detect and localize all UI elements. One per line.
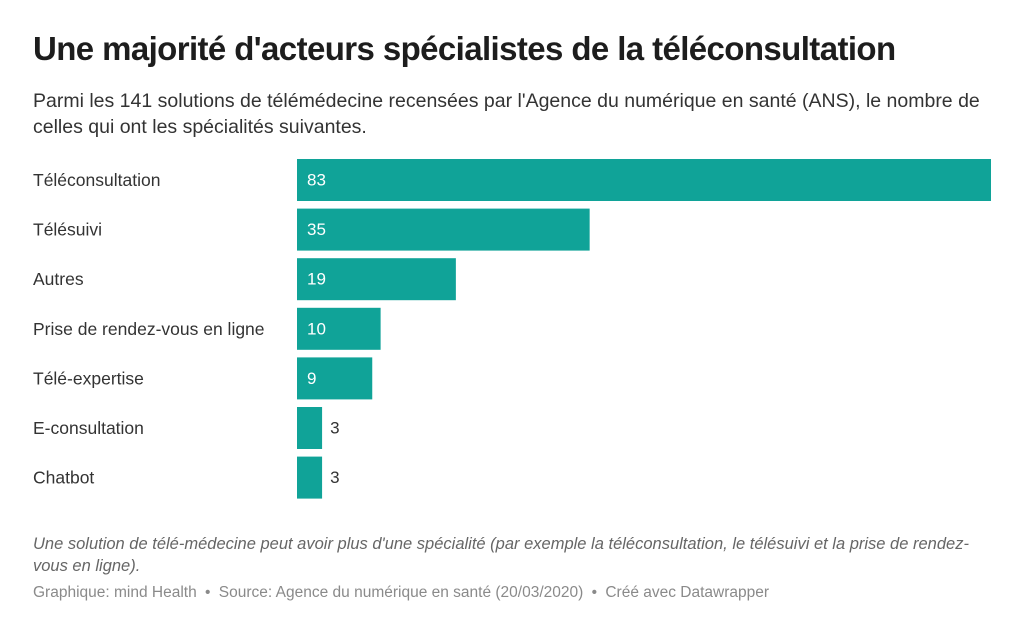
- bar: [297, 159, 991, 201]
- value-label: 3: [330, 468, 339, 487]
- category-label: Chatbot: [33, 468, 94, 488]
- footer-credit: Graphique: mind Health: [33, 584, 197, 601]
- category-label: Prise de rendez-vous en ligne: [33, 319, 265, 339]
- footer-separator: •: [591, 584, 598, 601]
- category-label: Télé-expertise: [33, 368, 144, 388]
- chart-note: Une solution de télé-médecine peut avoir…: [33, 535, 969, 575]
- bar: [297, 307, 381, 350]
- chart-subtitle: Parmi les 141 solutions de télémédecine …: [33, 90, 980, 138]
- bar: [297, 208, 590, 251]
- value-label: 9: [307, 369, 316, 388]
- footer-separator: •: [205, 584, 211, 601]
- chart-footer: Graphique: mind Health • Source: Agence …: [33, 584, 993, 602]
- value-label: 3: [330, 419, 339, 438]
- category-label: E-consultation: [33, 418, 144, 438]
- footer-tool: Créé avec Datawrapper: [605, 584, 770, 601]
- bar: [297, 407, 323, 449]
- value-label: 10: [307, 319, 326, 338]
- category-label: Télésuivi: [33, 220, 102, 240]
- value-label: 19: [307, 270, 326, 289]
- footer-source: Source: Agence du numérique en santé (20…: [218, 584, 584, 601]
- value-label: 83: [307, 171, 326, 190]
- category-label: Téléconsultation: [33, 170, 160, 190]
- category-label: Autres: [33, 269, 84, 289]
- value-label: 35: [307, 220, 326, 239]
- bar: [297, 456, 323, 499]
- bar-chart: Téléconsultation 83 Télésuivi 35 Autres 19 Pri…: [33, 159, 991, 499]
- chart-title: Une majorité d'acteurs spécialistes de l…: [33, 30, 896, 67]
- bar: [297, 258, 456, 301]
- bar: [297, 357, 373, 400]
